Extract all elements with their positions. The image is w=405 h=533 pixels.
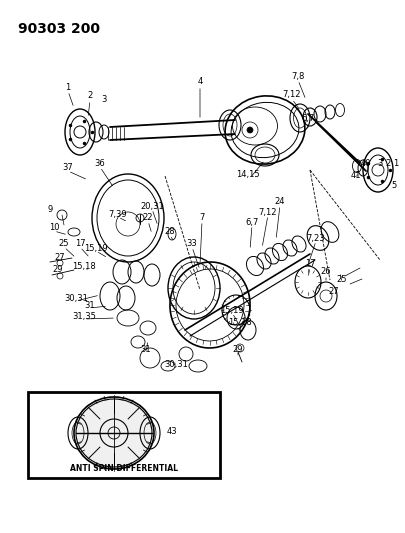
Text: 36: 36 <box>95 159 105 168</box>
Text: 7: 7 <box>199 214 205 222</box>
Text: 33: 33 <box>187 239 197 248</box>
Text: 10: 10 <box>49 223 59 232</box>
Text: 15,19: 15,19 <box>220 305 244 314</box>
Text: 15,18: 15,18 <box>72 262 96 271</box>
Text: 25: 25 <box>59 239 69 248</box>
Text: 31: 31 <box>141 345 151 354</box>
Text: 1: 1 <box>393 158 399 167</box>
Text: 15,19: 15,19 <box>84 244 108 253</box>
Text: 7,8: 7,8 <box>291 71 305 80</box>
Circle shape <box>247 127 253 133</box>
Text: 5: 5 <box>391 182 396 190</box>
Text: ANTI SPIN DIFFERENTIAL: ANTI SPIN DIFFERENTIAL <box>70 464 178 473</box>
Text: 29: 29 <box>233 345 243 354</box>
Text: 30,31: 30,31 <box>164 359 188 368</box>
Text: 27: 27 <box>329 287 339 296</box>
Text: 7,12: 7,12 <box>283 91 301 100</box>
Text: 43: 43 <box>167 427 177 437</box>
Text: 31: 31 <box>85 301 95 310</box>
Text: 3: 3 <box>377 158 383 167</box>
Text: 25: 25 <box>337 276 347 285</box>
Text: 41: 41 <box>351 172 361 181</box>
Text: 14,15: 14,15 <box>236 171 260 180</box>
Text: 24: 24 <box>275 198 285 206</box>
Ellipse shape <box>74 397 154 469</box>
Text: 28: 28 <box>165 228 175 237</box>
Text: 20,31: 20,31 <box>140 201 164 211</box>
Text: 90303 200: 90303 200 <box>18 22 100 36</box>
Text: 15,18: 15,18 <box>228 318 252 327</box>
Text: 9: 9 <box>47 206 53 214</box>
Text: 4: 4 <box>197 77 202 86</box>
Text: 7,39: 7,39 <box>109 209 127 219</box>
Text: 2: 2 <box>386 158 391 167</box>
Text: 7,12: 7,12 <box>259 207 277 216</box>
Text: 31,35: 31,35 <box>72 311 96 320</box>
Text: 7,23: 7,23 <box>307 233 325 243</box>
Text: 17: 17 <box>305 260 315 269</box>
Text: 3: 3 <box>101 95 107 104</box>
Text: 17: 17 <box>75 239 85 248</box>
Text: 26: 26 <box>321 268 331 277</box>
Bar <box>28 392 220 478</box>
Text: 27: 27 <box>55 254 65 262</box>
Text: 2: 2 <box>87 92 93 101</box>
Text: 29: 29 <box>53 265 63 274</box>
Text: 1: 1 <box>65 84 70 93</box>
Text: 6,7: 6,7 <box>301 114 315 123</box>
Text: 30,31: 30,31 <box>64 294 88 303</box>
Text: 6,7: 6,7 <box>245 217 259 227</box>
Text: 37: 37 <box>63 164 73 173</box>
Text: 40: 40 <box>361 158 371 167</box>
Text: 22: 22 <box>143 214 153 222</box>
